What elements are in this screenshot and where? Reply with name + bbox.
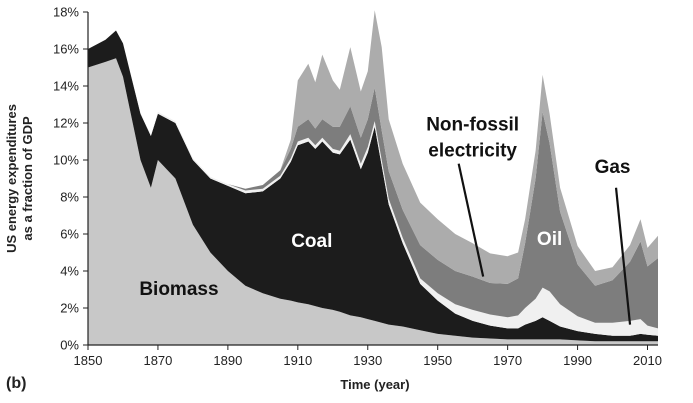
area-oil: [88, 30, 658, 329]
y-tick-label: 2%: [60, 301, 79, 316]
annotation-non-fossil-line-2: electricity: [428, 140, 517, 161]
pointer-gas: [614, 187, 632, 325]
x-tick-label: 1850: [74, 353, 103, 368]
x-axis-title: Time (year): [340, 377, 409, 392]
x-tick-label: 1990: [563, 353, 592, 368]
panel-label: (b): [6, 375, 26, 392]
y-tick-label: 10%: [53, 153, 79, 168]
y-axis-title-line-1: US energy expenditures: [4, 104, 19, 253]
series-label-oil: Oil: [537, 229, 562, 250]
area-layers: [88, 10, 658, 346]
series-label-gas: Gas: [595, 157, 631, 178]
y-tick-label: 0%: [60, 338, 79, 353]
area-coal: [88, 30, 658, 342]
y-axis-title: US energy expenditures as a fraction of …: [4, 104, 35, 253]
series-labels: Biomass Coal Gas Oil Non-fossil electricity: [139, 114, 630, 300]
y-axis-title-line-2: as a fraction of GDP: [20, 116, 35, 241]
x-axis-ticks: 1850 1870 1890 1910 1930 1950 1970 1990 2010: [74, 345, 662, 368]
y-tick-label: 8%: [60, 190, 79, 205]
x-tick-label: 1950: [423, 353, 452, 368]
y-axis-ticks: 0% 2% 4% 6% 8% 10% 12% 14% 16% 18%: [53, 5, 88, 353]
x-tick-label: 1890: [213, 353, 242, 368]
area-non-fossil-electricity: [88, 10, 658, 286]
x-tick-label: 1910: [283, 353, 312, 368]
x-tick-label: 1970: [493, 353, 522, 368]
x-tick-label: 2010: [633, 353, 662, 368]
series-label-coal: Coal: [291, 231, 332, 252]
y-tick-label: 18%: [53, 5, 79, 20]
y-tick-label: 12%: [53, 116, 79, 131]
annotation-non-fossil-line-1: Non-fossil: [426, 114, 519, 135]
y-tick-label: 14%: [53, 79, 79, 94]
y-tick-label: 16%: [53, 42, 79, 57]
label-pointers: [457, 163, 632, 325]
y-tick-label: 6%: [60, 227, 79, 242]
pointer-non-fossil: [457, 163, 485, 277]
x-tick-label: 1870: [143, 353, 172, 368]
y-tick-label: 4%: [60, 264, 79, 279]
axes: 1850 1870 1890 1910 1930 1950 1970 1990 2010 0% 2…: [53, 5, 662, 369]
x-tick-label: 1930: [353, 353, 382, 368]
series-label-biomass: Biomass: [139, 279, 218, 300]
area-biomass: [88, 58, 658, 346]
